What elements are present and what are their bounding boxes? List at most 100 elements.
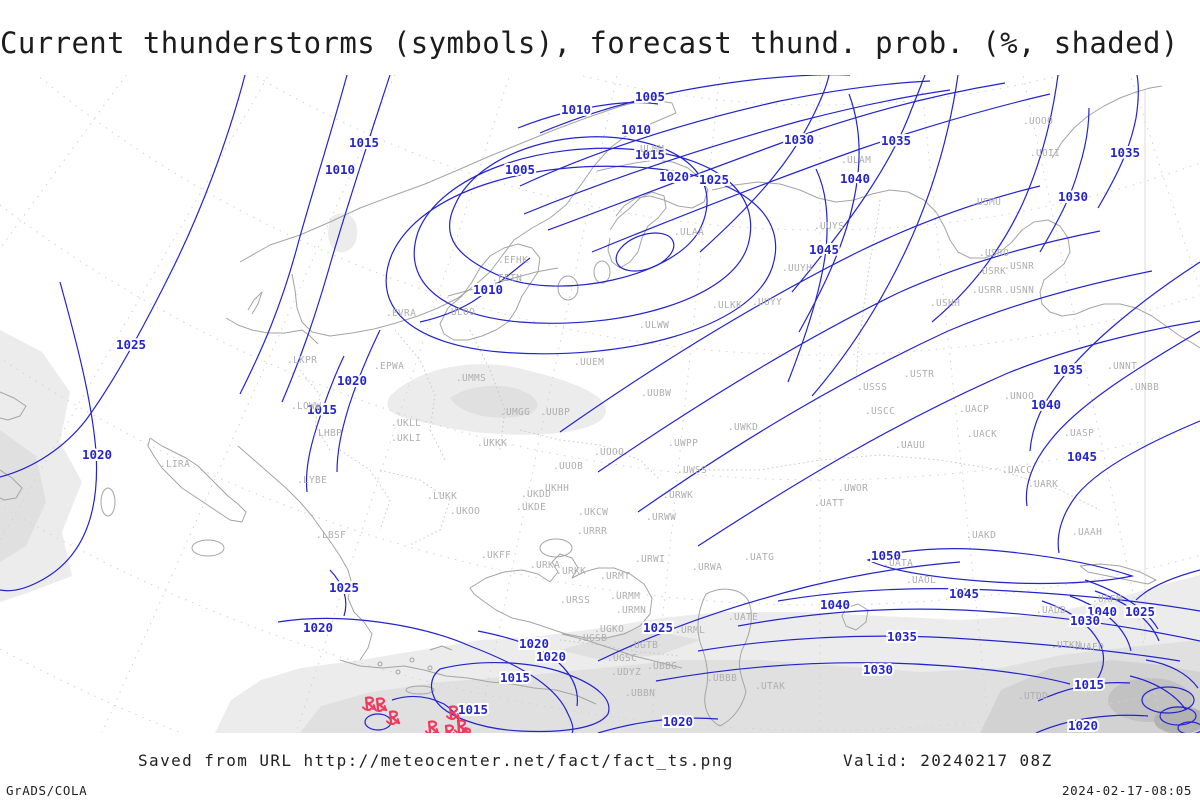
station-code: .URWI bbox=[635, 554, 665, 565]
isobar-line bbox=[1039, 107, 1090, 253]
station-code: .LYBE bbox=[297, 475, 327, 486]
probability-shading bbox=[450, 385, 538, 418]
country-border bbox=[379, 469, 451, 546]
isobar-line bbox=[539, 75, 850, 134]
isobar-line bbox=[1129, 675, 1187, 711]
isobar-label: 1020 bbox=[303, 620, 333, 635]
station-code: .UKLL bbox=[391, 418, 421, 429]
station-code: .UATE bbox=[728, 612, 758, 623]
isobar-line bbox=[329, 569, 347, 617]
isobar-label: 1035 bbox=[887, 629, 917, 644]
isobar-line bbox=[866, 548, 1135, 585]
station-code: .UMMS bbox=[456, 373, 486, 384]
coastline bbox=[0, 391, 27, 421]
station-code: .UGSC bbox=[607, 653, 637, 664]
station-code: .UACC bbox=[1002, 465, 1032, 476]
isobar-label: 1040 bbox=[840, 171, 870, 186]
valid-time-text: Valid: 20240217 08Z bbox=[843, 751, 1053, 770]
station-code: .UBBB bbox=[707, 673, 737, 684]
isobar-line bbox=[1057, 420, 1200, 554]
isobar-label: 1045 bbox=[1067, 449, 1097, 464]
isobar-label: 1035 bbox=[881, 133, 911, 148]
isobar-line bbox=[413, 147, 752, 324]
station-code: .UGTB bbox=[628, 640, 658, 651]
isobar-label: 1015 bbox=[500, 670, 530, 685]
isobar-line bbox=[419, 257, 531, 323]
isobar-line bbox=[1141, 686, 1195, 714]
probability-shading bbox=[560, 628, 700, 660]
coastline bbox=[841, 603, 869, 631]
station-code: .LUKK bbox=[427, 491, 457, 502]
station-code: .USCC bbox=[865, 406, 895, 417]
saved-from-url-text: Saved from URL http://meteocenter.net/fa… bbox=[138, 751, 734, 770]
station-code: .UKDD bbox=[521, 489, 551, 500]
country-border bbox=[339, 449, 391, 531]
isobar-label: 1010 bbox=[561, 102, 591, 117]
island bbox=[395, 669, 401, 675]
station-code: .UUBP bbox=[540, 407, 570, 418]
station-code: .UKCW bbox=[578, 507, 608, 518]
sea-of-azov bbox=[539, 538, 573, 558]
probability-shading bbox=[320, 705, 520, 733]
isobar-line bbox=[1041, 600, 1105, 682]
station-code: .EFHK bbox=[498, 255, 528, 266]
station-code: .ULOO bbox=[445, 307, 475, 318]
station-code: .UAKD bbox=[966, 530, 996, 541]
isobar-label: 1030 bbox=[1070, 613, 1100, 628]
station-code: .UUYY bbox=[752, 297, 782, 308]
station-code: .UUBW bbox=[641, 388, 671, 399]
isobar-line bbox=[597, 230, 1101, 473]
station-code: .UWKD bbox=[728, 422, 758, 433]
station-code: .UASP bbox=[1064, 428, 1094, 439]
isobar-label: 1050 bbox=[871, 548, 901, 563]
isobar-label: 1020 bbox=[536, 649, 566, 664]
island bbox=[427, 665, 433, 671]
station-code: .ULAA bbox=[674, 227, 704, 238]
station-code: .URWW bbox=[646, 512, 676, 523]
isobar-line bbox=[699, 75, 830, 253]
isobar-line bbox=[305, 355, 345, 493]
isobar-line bbox=[1029, 261, 1200, 452]
isobar-line bbox=[1037, 682, 1131, 702]
isobar-label: 1020 bbox=[663, 714, 693, 729]
thunderstorm-symbol bbox=[444, 724, 457, 733]
isobar-label: 1020 bbox=[1068, 718, 1098, 733]
station-code: .UARK bbox=[1028, 479, 1058, 490]
isobar-label: 1015 bbox=[458, 702, 488, 717]
island bbox=[409, 657, 415, 663]
isobar-line bbox=[798, 93, 860, 333]
station-code: .UTAK bbox=[755, 681, 785, 692]
station-code: .UUYS bbox=[814, 221, 844, 232]
station-code: .USSS bbox=[857, 382, 887, 393]
coastline bbox=[247, 291, 263, 315]
isobar-label: 1025 bbox=[699, 172, 729, 187]
page-title: Current thunderstorms (symbols), forecas… bbox=[0, 26, 1179, 60]
thunderstorm-symbol bbox=[461, 727, 474, 733]
isobar-label: 1010 bbox=[473, 282, 503, 297]
isobar-line bbox=[477, 630, 579, 707]
station-code: .UAUU bbox=[895, 440, 925, 451]
station-code: .UUYH bbox=[782, 263, 812, 274]
isobar-label: 1005 bbox=[635, 89, 665, 104]
station-code: .UBBG bbox=[647, 661, 677, 672]
isobar-label: 1015 bbox=[1074, 677, 1104, 692]
isobar-line bbox=[811, 75, 959, 397]
station-code: .ULWW bbox=[639, 320, 669, 331]
station-code: .URWA bbox=[692, 562, 722, 573]
isobar-label: 1020 bbox=[519, 636, 549, 651]
station-code: .UUOO bbox=[594, 447, 624, 458]
station-code: .UATA bbox=[883, 558, 913, 569]
isobar-label: 1010 bbox=[325, 162, 355, 177]
isobar-line bbox=[1159, 706, 1197, 726]
isobar-line bbox=[697, 635, 1181, 662]
coastline bbox=[301, 329, 319, 345]
station-code: .UAFO bbox=[1074, 642, 1104, 653]
isobar-line bbox=[1097, 75, 1139, 209]
station-code: .UKFF bbox=[481, 550, 511, 561]
isobar-line bbox=[787, 168, 828, 383]
isobar-line bbox=[336, 329, 381, 473]
isobar-line bbox=[697, 320, 1200, 547]
